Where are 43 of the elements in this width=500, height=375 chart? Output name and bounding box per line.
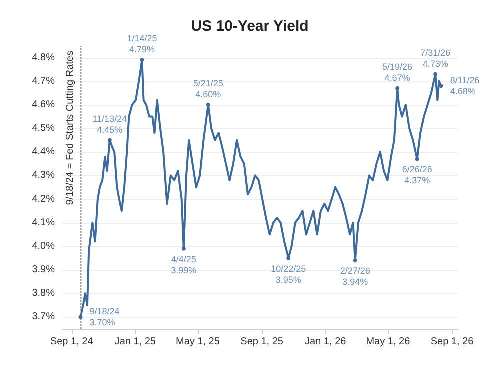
annotation: 6/26/26 4.37% [402,164,432,186]
annotation: 5/21/25 4.60% [193,78,224,100]
x-tick-label: Jan 1, 25 [114,336,156,348]
chart-title: US 10-Year Yield [191,18,309,35]
point [439,84,444,88]
x-tick-label: Sep 1, 26 [430,336,474,348]
annotation: 9/18/24 3.70% [90,306,120,328]
point [415,157,420,162]
x-tick-label: May 1, 26 [366,336,411,348]
point [78,315,83,320]
x-tick-label: Sep 1, 25 [240,336,284,348]
y-tick-label: 4.5% [32,123,56,134]
point [140,58,144,62]
x-tick-label: Sep 1, 24 [50,336,94,348]
point [434,72,438,76]
y-tick-label: 4.2% [32,194,56,205]
annotation: 1/14/25 4.79% [127,34,158,55]
point [286,256,291,260]
y-tick-label: 4.6% [32,99,56,110]
point [108,138,112,142]
point [182,246,186,251]
point [396,86,400,90]
annotation: 2/27/26 3.94% [340,266,370,288]
y-tick-label: 3.9% [32,264,56,276]
annotation: 10/22/25 3.95% [271,264,306,285]
annotation: 11/13/24 4.45% [92,114,128,135]
annotation: 7/31/26 4.73% [420,48,451,69]
y-tick-label: 4.8% [32,52,56,64]
annotation: 4/4/25 3.99% [171,254,197,276]
y-tick-label: 4.0% [32,240,56,252]
y-tick-label: 3.7% [32,312,56,323]
y-tick-label: 4.3% [32,170,56,182]
annotation: 5/19/26 4.67% [382,62,413,83]
annotation: 8/11/26 4.68% [450,76,480,97]
y-tick-label: 4.7% [32,76,56,87]
y-tick-label: 4.1% [32,217,56,228]
ref-line-label: 9/18/24 = Fed Starts Cutting Rates [65,51,76,206]
point [353,258,358,263]
y-tick-label: 4.4% [32,146,56,158]
point [206,102,210,107]
x-tick-label: May 1, 25 [176,336,220,348]
y-tick-label: 3.8% [32,288,56,300]
x-tick-label: Jan 1, 26 [305,336,347,348]
